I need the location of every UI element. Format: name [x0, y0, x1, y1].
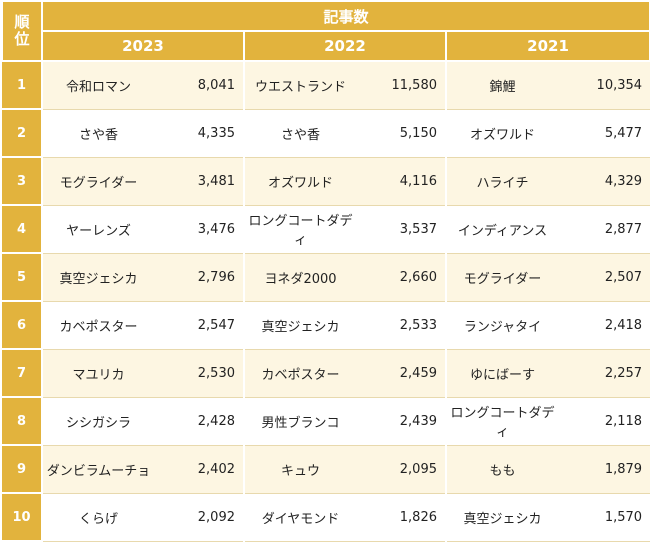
- name-cell: ハライチ: [445, 157, 558, 206]
- name-cell: ランジャタイ: [445, 301, 558, 350]
- name-cell: ヨネダ2000: [243, 253, 356, 302]
- table-row: 6 カベポスター 2,547 真空ジェシカ 2,533 ランジャタイ 2,418: [2, 300, 650, 350]
- table-row: 3 モグライダー 3,481 オズワルド 4,116 ハライチ 4,329: [2, 156, 650, 206]
- count-cell: 8,041: [154, 61, 244, 110]
- name-cell: インディアンス: [445, 205, 558, 254]
- count-cell: 2,092: [154, 493, 244, 542]
- name-cell: マユリカ: [41, 349, 154, 398]
- count-cell: 2,428: [154, 397, 244, 446]
- name-cell: ダイヤモンド: [243, 493, 356, 542]
- name-cell: シシガシラ: [41, 397, 154, 446]
- name-cell: モグライダー: [41, 157, 154, 206]
- name-cell: もも: [445, 445, 558, 494]
- rank-cell: 8: [2, 396, 43, 446]
- count-cell: 4,116: [356, 157, 446, 206]
- rank-cell: 7: [2, 348, 43, 398]
- count-cell: 5,150: [356, 109, 446, 158]
- name-cell: 真空ジェシカ: [243, 301, 356, 350]
- count-header: 記事数: [40, 0, 650, 32]
- table-row: 10 くらげ 2,092 ダイヤモンド 1,826 真空ジェシカ 1,570: [2, 492, 650, 542]
- name-cell: カベポスター: [243, 349, 356, 398]
- rank-header: 順位: [1, 0, 43, 62]
- name-cell: くらげ: [41, 493, 154, 542]
- count-cell: 2,547: [154, 301, 244, 350]
- rank-cell: 6: [2, 300, 43, 350]
- name-cell: ロングコートダディ: [445, 397, 558, 446]
- name-cell: ロングコートダディ: [243, 205, 356, 254]
- count-cell: 11,580: [356, 61, 446, 110]
- count-cell: 3,481: [154, 157, 244, 206]
- count-cell: 1,570: [558, 493, 650, 542]
- count-cell: 3,476: [154, 205, 244, 254]
- name-cell: オズワルド: [243, 157, 356, 206]
- count-cell: 2,660: [356, 253, 446, 302]
- name-cell: さや香: [41, 109, 154, 158]
- table-row: 7 マユリカ 2,530 カベポスター 2,459 ゆにばーす 2,257: [2, 348, 650, 398]
- name-cell: モグライダー: [445, 253, 558, 302]
- table-row: 1 令和ロマン 8,041 ウエストランド 11,580 錦鯉 10,354: [2, 60, 650, 110]
- year-header: 2022: [243, 30, 447, 62]
- name-cell: 令和ロマン: [41, 61, 154, 110]
- count-cell: 2,796: [154, 253, 244, 302]
- rank-cell: 4: [2, 204, 43, 254]
- rank-cell: 2: [2, 108, 43, 158]
- name-cell: カベポスター: [41, 301, 154, 350]
- count-cell: 1,826: [356, 493, 446, 542]
- count-cell: 1,879: [558, 445, 650, 494]
- count-cell: 10,354: [558, 61, 650, 110]
- table-row: 5 真空ジェシカ 2,796 ヨネダ2000 2,660 モグライダー 2,507: [2, 252, 650, 302]
- name-cell: ウエストランド: [243, 61, 356, 110]
- table-row: 9 ダンビラムーチョ 2,402 キュウ 2,095 もも 1,879: [2, 444, 650, 494]
- count-cell: 2,402: [154, 445, 244, 494]
- rank-cell: 3: [2, 156, 43, 206]
- table-row: 8 シシガシラ 2,428 男性ブランコ 2,439 ロングコートダディ 2,118: [2, 396, 650, 446]
- name-cell: ダンビラムーチョ: [41, 445, 154, 494]
- name-cell: さや香: [243, 109, 356, 158]
- year-header: 2023: [41, 30, 245, 62]
- count-cell: 2,507: [558, 253, 650, 302]
- rank-cell: 9: [2, 444, 43, 494]
- count-cell: 2,439: [356, 397, 446, 446]
- name-cell: 真空ジェシカ: [445, 493, 558, 542]
- count-cell: 2,418: [558, 301, 650, 350]
- count-cell: 2,118: [558, 397, 650, 446]
- count-cell: 2,459: [356, 349, 446, 398]
- count-cell: 2,095: [356, 445, 446, 494]
- name-cell: オズワルド: [445, 109, 558, 158]
- count-cell: 3,537: [356, 205, 446, 254]
- count-cell: 4,335: [154, 109, 244, 158]
- name-cell: 真空ジェシカ: [41, 253, 154, 302]
- count-cell: 2,533: [356, 301, 446, 350]
- name-cell: ゆにばーす: [445, 349, 558, 398]
- count-cell: 2,257: [558, 349, 650, 398]
- count-cell: 4,329: [558, 157, 650, 206]
- rank-cell: 1: [2, 60, 43, 110]
- table-row: 2 さや香 4,335 さや香 5,150 オズワルド 5,477: [2, 108, 650, 158]
- count-cell: 5,477: [558, 109, 650, 158]
- rank-cell: 10: [2, 492, 43, 542]
- count-cell: 2,877: [558, 205, 650, 254]
- name-cell: 男性ブランコ: [243, 397, 356, 446]
- name-cell: 錦鯉: [445, 61, 558, 110]
- year-header: 2021: [444, 30, 650, 62]
- name-cell: ヤーレンズ: [41, 205, 154, 254]
- table-row: 4 ヤーレンズ 3,476 ロングコートダディ 3,537 インディアンス 2,877: [2, 204, 650, 254]
- rank-cell: 5: [2, 252, 43, 302]
- count-cell: 2,530: [154, 349, 244, 398]
- name-cell: キュウ: [243, 445, 356, 494]
